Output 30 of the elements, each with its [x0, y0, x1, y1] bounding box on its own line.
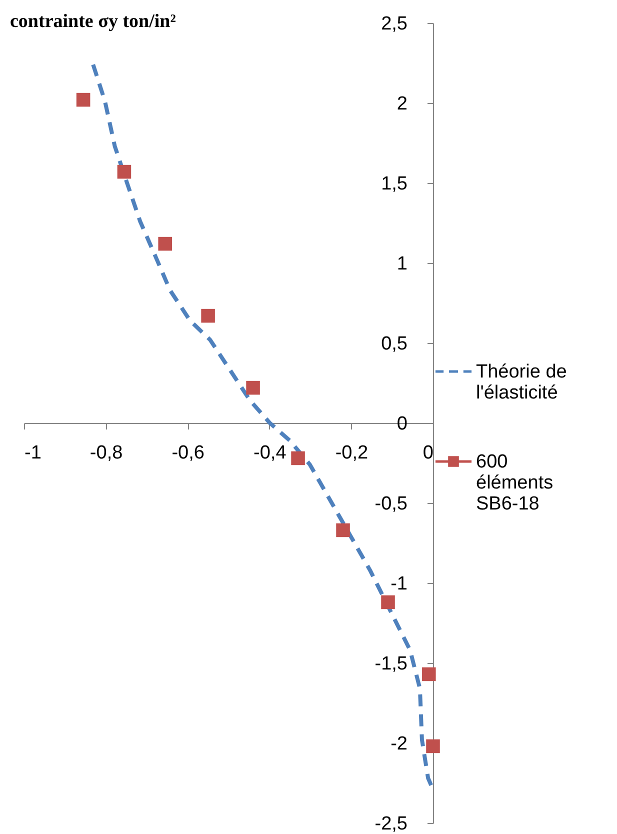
legend-label: Théorie de l'élasticité [476, 362, 567, 404]
point [291, 451, 305, 466]
y-tick-label: -1,5 [374, 654, 408, 674]
y-tick-label: 0 [396, 414, 408, 434]
point [422, 667, 436, 682]
x-tick-label: -0,4 [254, 442, 287, 464]
x-tick-label: -1 [24, 442, 42, 464]
y-tick-label: -1 [390, 574, 408, 594]
y-tick-label: 1 [396, 254, 408, 274]
y-tick-label: 2 [396, 94, 408, 114]
point [336, 523, 350, 538]
point [117, 164, 132, 179]
point [158, 236, 172, 251]
legend-label: 600 éléments SB6-18 [476, 452, 554, 514]
point [201, 308, 215, 323]
point [76, 92, 90, 107]
y-tick-label: 2,5 [381, 14, 408, 34]
x-tick-label: -0,8 [90, 442, 123, 464]
y-tick-label: -2 [390, 734, 408, 754]
x-tick-label: -0,2 [335, 442, 368, 464]
y-tick-label: 0,5 [381, 334, 408, 354]
y-axis-title: contrainte σy ton/in² [10, 11, 176, 32]
y-tick-label: 1,5 [381, 174, 408, 194]
y-tick-label: -0,5 [374, 494, 408, 514]
x-tick-label: -0,6 [172, 442, 204, 464]
y-tick-label: -2,5 [374, 814, 408, 834]
point [246, 380, 260, 395]
point [381, 595, 395, 610]
x-tick-label: 0 [422, 442, 434, 464]
point [426, 739, 440, 754]
